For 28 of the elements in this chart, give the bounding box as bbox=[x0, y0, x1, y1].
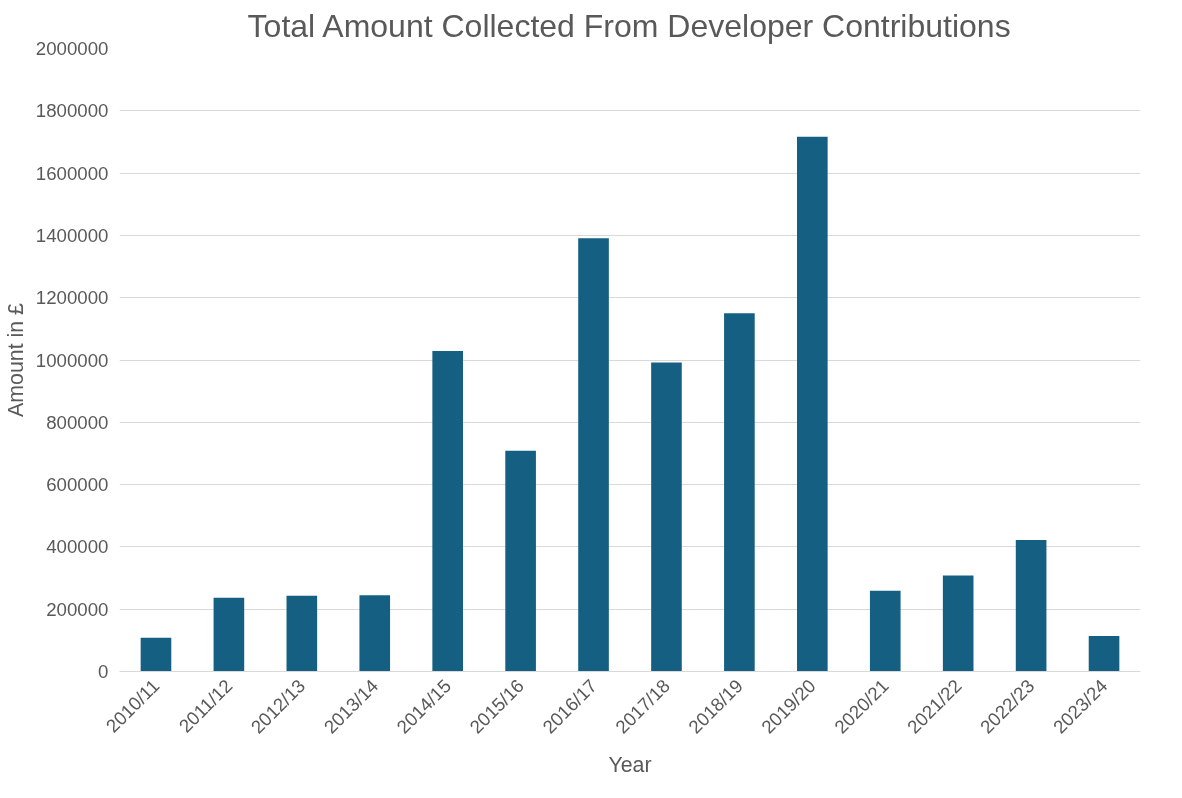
y-tick-label: 2000000 bbox=[35, 38, 109, 59]
bar bbox=[505, 450, 536, 672]
bar bbox=[578, 238, 609, 672]
bar bbox=[651, 362, 682, 672]
bar bbox=[1015, 540, 1047, 672]
y-axis-title: Amount in £ bbox=[3, 302, 28, 417]
chart-title: Total Amount Collected From Developer Contributions bbox=[247, 7, 1011, 44]
bar bbox=[942, 575, 974, 672]
y-tick-label: 1200000 bbox=[35, 287, 109, 309]
bar bbox=[797, 136, 828, 672]
bar bbox=[213, 597, 245, 672]
y-tick-label: 0 bbox=[98, 661, 109, 682]
y-tick-label: 200000 bbox=[46, 598, 109, 620]
y-tick-label: 600000 bbox=[46, 474, 109, 496]
y-tick-label: 1600000 bbox=[35, 162, 109, 184]
y-tick-label: 1800000 bbox=[35, 100, 109, 122]
bar bbox=[359, 595, 391, 672]
bar bbox=[869, 590, 901, 672]
bar bbox=[140, 637, 172, 672]
y-tick-label: 1400000 bbox=[35, 224, 109, 246]
bar bbox=[286, 595, 318, 672]
x-axis-title: Year bbox=[608, 753, 652, 778]
y-tick-label: 800000 bbox=[46, 411, 109, 433]
bar bbox=[724, 313, 755, 672]
bar bbox=[432, 350, 463, 672]
bar bbox=[1088, 635, 1120, 672]
y-tick-label: 400000 bbox=[46, 536, 109, 558]
y-tick-label: 1000000 bbox=[35, 349, 109, 371]
